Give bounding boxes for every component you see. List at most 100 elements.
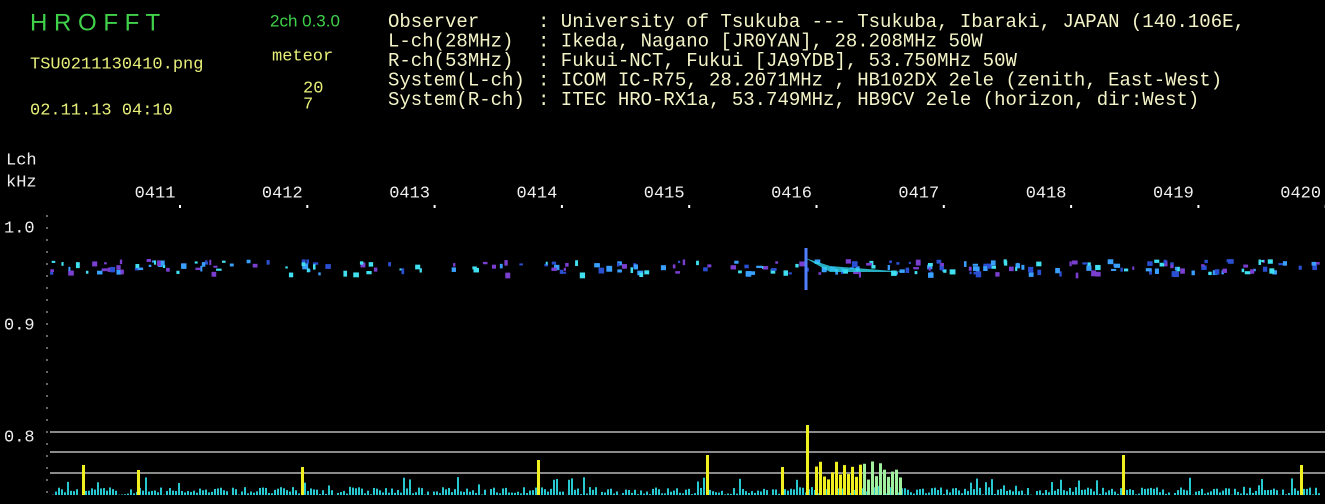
level-bar bbox=[703, 477, 705, 495]
level-bar bbox=[970, 482, 972, 495]
level-bar bbox=[733, 488, 735, 495]
echo-dot bbox=[1107, 259, 1114, 265]
level-bar bbox=[913, 493, 915, 495]
level-burst bbox=[835, 461, 838, 495]
level-bar bbox=[640, 490, 642, 495]
freq-label: 1.0 bbox=[4, 219, 35, 238]
echo-dot bbox=[707, 264, 712, 268]
level-bar bbox=[763, 488, 765, 495]
level-bar bbox=[1225, 488, 1227, 495]
echo-dot bbox=[633, 264, 638, 270]
echo-dot bbox=[1214, 269, 1220, 275]
level-bar bbox=[232, 487, 234, 495]
echo-dot bbox=[594, 263, 600, 268]
level-bar bbox=[559, 491, 561, 495]
level-bar bbox=[1093, 491, 1095, 495]
level-bar bbox=[343, 490, 345, 495]
level-bar bbox=[418, 487, 420, 495]
echo-dot bbox=[75, 262, 80, 269]
level-bar bbox=[1168, 492, 1170, 495]
meteor-echo bbox=[805, 258, 905, 272]
level-bar bbox=[100, 488, 102, 495]
level-bar bbox=[952, 488, 954, 495]
level-bar bbox=[1090, 488, 1092, 495]
level-bar bbox=[940, 487, 942, 495]
level-bar bbox=[931, 488, 933, 495]
level-bar bbox=[1063, 490, 1065, 495]
level-bar bbox=[1045, 490, 1047, 495]
echo-dot bbox=[110, 266, 116, 273]
echo-dot bbox=[1180, 268, 1185, 274]
level-bar bbox=[751, 491, 753, 495]
level-bar bbox=[1243, 486, 1245, 495]
level-bar bbox=[1156, 487, 1158, 495]
info-text: : ICOM IC-R75, 28.2071MHz , HB102DX 2ele… bbox=[538, 70, 1222, 92]
level-bar bbox=[247, 493, 249, 495]
level-bar bbox=[271, 493, 273, 495]
level-bar bbox=[613, 493, 615, 495]
level-bar bbox=[448, 487, 450, 495]
level-bar bbox=[478, 484, 480, 495]
level-bar bbox=[466, 488, 468, 495]
level-bar bbox=[1207, 492, 1209, 495]
level-bar bbox=[1237, 491, 1239, 495]
echo-dot bbox=[891, 270, 897, 276]
level-bar bbox=[178, 483, 180, 495]
level-bar bbox=[526, 492, 528, 495]
level-bar bbox=[583, 477, 585, 495]
level-bar bbox=[1315, 487, 1317, 495]
level-bar bbox=[523, 487, 525, 495]
level-bar bbox=[154, 490, 156, 495]
echo-dot bbox=[914, 271, 918, 275]
level-bar bbox=[319, 493, 321, 495]
level-bar bbox=[529, 490, 531, 495]
level-bar bbox=[184, 492, 186, 495]
level-bar bbox=[127, 493, 129, 495]
echo-dot bbox=[927, 262, 933, 267]
echo-dot bbox=[928, 272, 934, 278]
echo-dot bbox=[682, 259, 686, 266]
level-bar bbox=[682, 493, 684, 495]
echo-dot bbox=[851, 261, 858, 268]
echo-dot bbox=[617, 261, 622, 266]
echo-dot bbox=[677, 260, 681, 264]
level-bar bbox=[997, 489, 999, 495]
echo-dot bbox=[209, 259, 212, 266]
echo-dot bbox=[1226, 259, 1233, 263]
level-burst bbox=[883, 469, 886, 495]
echo-dot bbox=[660, 265, 666, 271]
level-bar bbox=[1003, 485, 1005, 495]
echo-dot bbox=[1282, 261, 1287, 266]
level-bar bbox=[691, 494, 693, 495]
echo-dot bbox=[1059, 271, 1062, 277]
level-bar bbox=[298, 493, 300, 495]
echo-dot bbox=[504, 260, 508, 266]
level-bar bbox=[61, 489, 63, 495]
level-bar bbox=[382, 492, 384, 495]
unit-label: kHz bbox=[6, 173, 37, 192]
echo-dot bbox=[1154, 268, 1159, 274]
time-label: 0414 bbox=[516, 184, 557, 203]
level-bar bbox=[1204, 493, 1206, 495]
level-bar bbox=[577, 488, 579, 495]
level-bar bbox=[766, 490, 768, 495]
level-bar bbox=[607, 489, 609, 495]
level-bar bbox=[91, 488, 93, 495]
level-bar bbox=[685, 489, 687, 495]
echo-dot bbox=[905, 267, 910, 274]
echo-dot bbox=[401, 268, 405, 275]
level-bar bbox=[331, 490, 333, 495]
echo-dot bbox=[1312, 264, 1318, 271]
echo-dot bbox=[1243, 264, 1249, 268]
level-bar bbox=[724, 494, 726, 495]
level-bar bbox=[427, 491, 429, 495]
echo-dot bbox=[983, 266, 988, 271]
level-bar bbox=[508, 492, 510, 495]
echo-dot bbox=[306, 259, 310, 264]
level-bar bbox=[280, 487, 282, 495]
level-bar bbox=[757, 490, 759, 495]
program-name: H R O F F T bbox=[30, 9, 161, 36]
echo-dot bbox=[505, 272, 511, 279]
level-bar bbox=[709, 489, 711, 495]
